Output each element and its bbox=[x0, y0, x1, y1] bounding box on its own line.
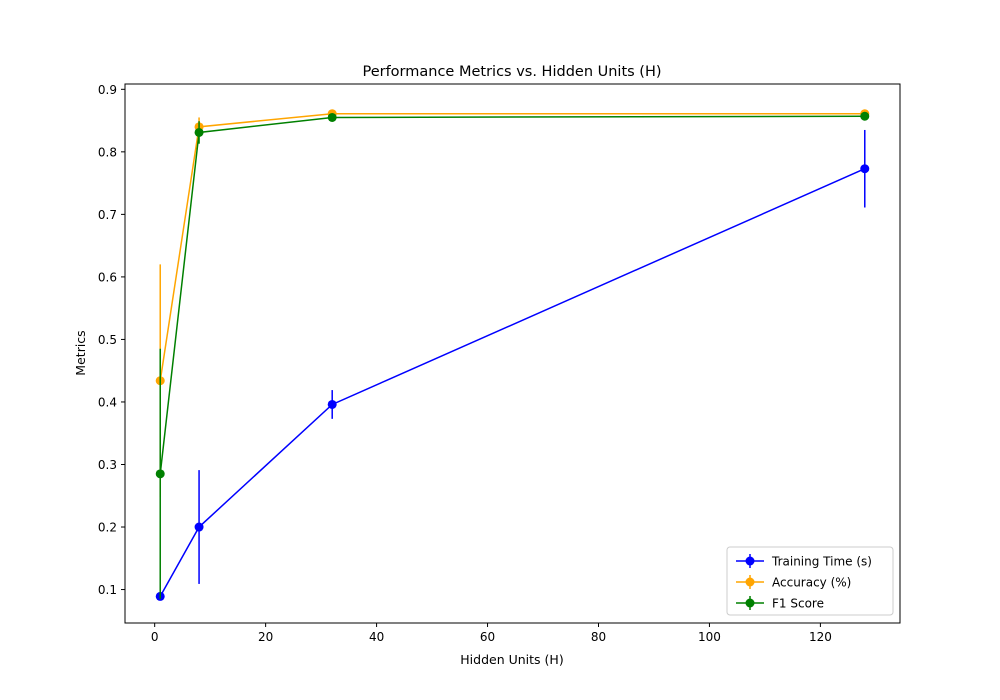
series-layer bbox=[155, 109, 870, 601]
legend-label: F1 Score bbox=[772, 597, 824, 611]
x-tick-label: 40 bbox=[369, 630, 384, 644]
y-tick-label: 0.6 bbox=[98, 270, 117, 284]
x-tick-label: 0 bbox=[151, 630, 159, 644]
y-tick-label: 0.7 bbox=[98, 208, 117, 222]
y-tick-label: 0.8 bbox=[98, 145, 117, 159]
x-axis-label: Hidden Units (H) bbox=[460, 652, 563, 667]
y-axis: 0.1 0.2 0.3 0.4 0.5 0.6 0.7 0.8 0.9 bbox=[98, 83, 125, 597]
plot-area: 0 20 40 60 80 100 120 0.1 0.2 0.3 0.4 0.5 0.6 0.7 0.8… bbox=[98, 83, 901, 644]
x-tick-label: 80 bbox=[591, 630, 606, 644]
x-tick-label: 20 bbox=[258, 630, 273, 644]
y-tick-label: 0.4 bbox=[98, 395, 117, 409]
series-1 bbox=[155, 129, 870, 601]
legend-marker bbox=[745, 556, 755, 566]
legend-box bbox=[726, 546, 894, 616]
legend-label: Accuracy (%) bbox=[772, 576, 851, 590]
x-tick-label: 60 bbox=[480, 630, 495, 644]
legend: Training Time (s) Accuracy (%) F1 Score bbox=[726, 546, 894, 616]
legend-item: Training Time (s) bbox=[736, 554, 872, 569]
legend-item: F1 Score bbox=[736, 596, 824, 611]
legend-marker bbox=[745, 577, 755, 587]
x-tick-label: 120 bbox=[809, 630, 832, 644]
series-line bbox=[159, 115, 865, 474]
legend-label: Training Time (s) bbox=[771, 555, 872, 569]
y-tick-label: 0.5 bbox=[98, 333, 117, 347]
x-axis: 0 20 40 60 80 100 120 bbox=[151, 623, 832, 644]
data-point bbox=[327, 399, 337, 409]
data-point bbox=[860, 111, 870, 121]
series-line bbox=[159, 112, 865, 381]
legend-item: Accuracy (%) bbox=[736, 575, 851, 590]
series-line bbox=[159, 168, 866, 597]
y-tick-label: 0.1 bbox=[98, 583, 117, 597]
y-tick-label: 0.3 bbox=[98, 458, 117, 472]
data-point bbox=[194, 127, 204, 137]
data-point bbox=[860, 164, 870, 174]
series-3 bbox=[155, 111, 870, 599]
x-tick-label: 100 bbox=[698, 630, 721, 644]
chart-title: Performance Metrics vs. Hidden Units (H) bbox=[362, 64, 661, 80]
axes-frame bbox=[124, 83, 901, 624]
y-axis-label: Metrics bbox=[73, 330, 88, 375]
data-point bbox=[155, 469, 165, 479]
data-point bbox=[194, 522, 204, 532]
legend-marker bbox=[745, 598, 755, 608]
y-tick-label: 0.2 bbox=[98, 521, 117, 535]
data-point bbox=[327, 112, 337, 122]
y-tick-label: 0.9 bbox=[98, 83, 117, 97]
